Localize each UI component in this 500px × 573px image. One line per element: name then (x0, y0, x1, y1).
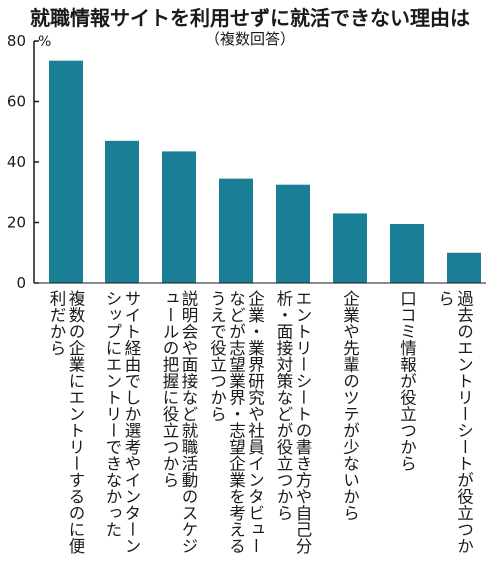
category-label: エントリーシートの書き方や自己分析・面接対策などが役立つから (274, 290, 312, 554)
chart-subtitle: （複数回答） (204, 30, 295, 48)
category-label: サイト経由でしか選考やインターンシップにエントリーできなかった (103, 290, 141, 554)
y-tick-label: 20 (7, 214, 26, 232)
category-label: 過去のエントリーシートが役立つから (435, 290, 474, 554)
category-label: 企業・業界研究や社員インタビューなどが志望業界・志望企業を考えるうえで役立つから (207, 290, 265, 554)
bar (333, 213, 367, 283)
bar (105, 140, 139, 283)
category-label: 口コミ情報が役立つから (397, 290, 417, 472)
bar (276, 184, 310, 283)
bar (390, 224, 424, 283)
y-tick-label: 0 (16, 274, 26, 292)
chart-title: 就職情報サイトを利用せずに就活できない理由は (30, 6, 470, 30)
category-label: 企業や先輩のツテが少ないから (340, 290, 360, 521)
y-tick-label: 40 (7, 153, 26, 171)
category-label: 説明会や面接など就職活動のスケジュールの把握に役立つから (160, 290, 198, 554)
unit-label: % (38, 34, 51, 50)
y-tick-label: 80 (7, 32, 26, 50)
y-tick-label: 60 (7, 93, 26, 111)
bar (49, 60, 83, 283)
category-label: 複数の企業にエントリーするのに便利だから (47, 290, 85, 554)
bar (162, 151, 196, 283)
bar (447, 252, 481, 283)
bar (219, 178, 253, 283)
